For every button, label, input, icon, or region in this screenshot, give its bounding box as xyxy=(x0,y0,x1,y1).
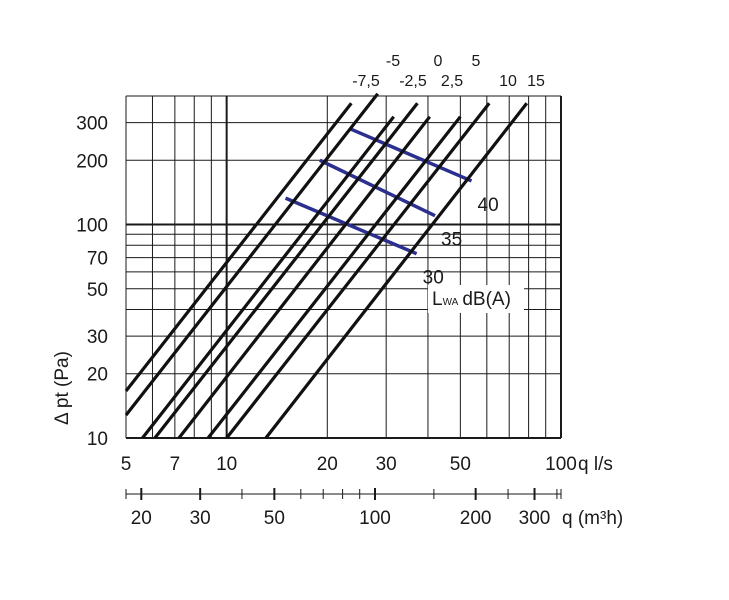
y-tick-label: 300 xyxy=(76,114,108,135)
x2-tick-label: 50 xyxy=(264,508,285,529)
x-tick-label: 5 xyxy=(121,454,132,475)
series-line xyxy=(264,102,529,439)
series-line xyxy=(124,92,379,417)
grid-minor xyxy=(125,95,561,438)
series-label: 5 xyxy=(472,53,481,70)
y-tick-label: 10 xyxy=(87,429,108,450)
series-labels: -7,5 -5 -2,5 0 2,5 5 10 15 xyxy=(352,53,545,90)
series-line xyxy=(177,115,432,439)
series-line xyxy=(153,102,419,439)
sound-label-40: 40 xyxy=(478,195,499,216)
x-tick-labels: 5 7 10 20 30 50 100 xyxy=(121,454,577,475)
sound-line-40 xyxy=(350,127,473,183)
series-label: 15 xyxy=(527,73,545,90)
x2-tick-label: 30 xyxy=(190,508,211,529)
x2-tick-label: 100 xyxy=(359,508,391,529)
sound-label-35: 35 xyxy=(441,230,462,251)
x2-tick-label: 200 xyxy=(460,508,492,529)
x-tick-label: 50 xyxy=(450,454,471,475)
y-tick-label: 100 xyxy=(76,216,108,237)
sound-label-30: 30 xyxy=(423,268,444,289)
sound-level-labels: 30 35 40 xyxy=(423,195,499,289)
y-tick-label: 30 xyxy=(87,327,108,348)
sound-legend-prefix: L xyxy=(432,289,443,310)
sound-line-30 xyxy=(284,196,418,256)
x-tick-label: 30 xyxy=(376,454,397,475)
series-label: -2,5 xyxy=(399,73,427,90)
sound-level-lines xyxy=(284,127,473,256)
series-line xyxy=(206,115,462,439)
series-line xyxy=(225,102,491,439)
sound-legend: LWA dB(A) xyxy=(432,289,511,310)
series-label: 2,5 xyxy=(441,73,463,90)
y-tick-labels: 10 20 30 50 70 100 200 300 xyxy=(76,114,108,450)
y-tick-label: 200 xyxy=(76,151,108,172)
series-line xyxy=(141,115,395,439)
x2-tick-label: 300 xyxy=(519,508,551,529)
series-line xyxy=(124,102,353,392)
series-label: 0 xyxy=(434,53,443,70)
sound-legend-box xyxy=(428,285,524,313)
series-label: -5 xyxy=(386,53,400,70)
sound-legend-subscript: WA xyxy=(443,297,459,308)
x-axis-label: q l/s xyxy=(578,454,613,475)
x-tick-label: 10 xyxy=(216,454,237,475)
series-lines xyxy=(124,92,529,439)
x2-axis-label: q (m³h) xyxy=(562,508,623,529)
series-label: -7,5 xyxy=(352,73,380,90)
y-tick-label: 20 xyxy=(87,365,108,386)
sound-legend-suffix: dB(A) xyxy=(462,289,511,310)
x-tick-label: 7 xyxy=(170,454,181,475)
y-tick-label: 70 xyxy=(87,249,108,270)
y-axis-label: Δ pt (Pa) xyxy=(52,351,73,425)
secondary-x-axis: 20 30 50 100 200 300 xyxy=(125,488,562,529)
x-tick-label: 20 xyxy=(317,454,338,475)
y-tick-label: 50 xyxy=(87,280,108,301)
x2-tick-label: 20 xyxy=(131,508,152,529)
sound-line-35 xyxy=(319,158,436,218)
series-label: 10 xyxy=(499,73,517,90)
x-tick-label: 100 xyxy=(545,454,577,475)
